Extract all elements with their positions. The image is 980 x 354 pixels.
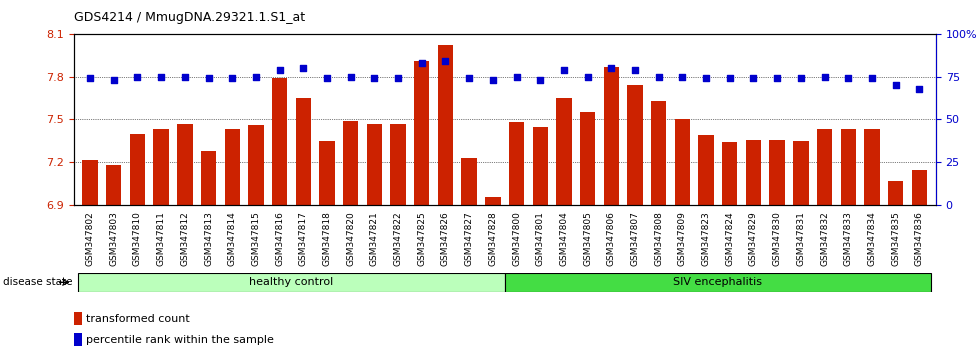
Point [698,75,713,81]
Bar [722,142,738,205]
Point [271,67,287,73]
Point [580,74,596,79]
Bar [509,122,524,205]
Bar [74,312,82,325]
Point [864,75,880,81]
Point [722,75,738,81]
Point [816,74,832,79]
Bar [651,101,666,205]
Point [769,75,785,81]
Bar [319,141,335,205]
Bar [699,135,713,205]
Text: SIV encephalitis: SIV encephalitis [673,277,762,287]
Bar [911,170,927,205]
Bar [224,130,240,205]
Text: healthy control: healthy control [249,277,333,287]
Bar [505,273,931,292]
Point [604,65,619,71]
Bar [296,98,311,205]
Bar [82,160,98,205]
Bar [462,158,477,205]
Bar [746,139,761,205]
Point [888,82,904,88]
Text: disease state: disease state [3,277,73,287]
Point [390,75,406,81]
Point [296,65,312,71]
Point [201,75,217,81]
Text: transformed count: transformed count [86,314,189,324]
Bar [390,124,406,205]
Bar [415,61,429,205]
Bar [248,125,264,205]
Bar [177,124,192,205]
Bar [154,130,169,205]
Point [674,74,690,79]
Point [509,74,524,79]
Point [438,58,454,64]
Text: percentile rank within the sample: percentile rank within the sample [86,335,273,345]
Point [793,75,808,81]
Text: GDS4214 / MmugDNA.29321.1.S1_at: GDS4214 / MmugDNA.29321.1.S1_at [74,11,305,24]
Bar [841,130,856,205]
Bar [343,121,359,205]
Point [911,86,927,91]
Point [746,75,761,81]
Point [129,74,145,79]
Bar [769,139,785,205]
Point [248,74,264,79]
Bar [888,181,904,205]
Point [556,67,571,73]
Bar [580,112,595,205]
Point [153,74,169,79]
Bar [532,127,548,205]
Point [367,75,382,81]
Point [343,74,359,79]
Bar [604,67,619,205]
Point [485,77,501,83]
Bar [106,165,122,205]
Point [841,75,857,81]
Bar [485,197,501,205]
Point [462,75,477,81]
Bar [201,151,217,205]
Point [651,74,666,79]
Bar [627,85,643,205]
Bar [864,130,880,205]
Bar [674,120,690,205]
Bar [793,141,808,205]
Bar [817,130,832,205]
Bar [557,98,571,205]
Point [106,77,122,83]
Point [82,75,98,81]
Bar [367,124,382,205]
Bar [74,333,82,346]
Point [532,77,548,83]
Bar [129,134,145,205]
Bar [271,78,287,205]
Point [627,67,643,73]
Point [319,75,335,81]
Point [177,74,193,79]
Point [414,60,429,65]
Bar [438,45,453,205]
Point [224,75,240,81]
Bar [78,273,505,292]
